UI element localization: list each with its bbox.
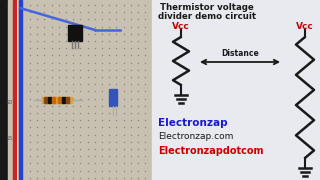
- Text: Vcc: Vcc: [172, 22, 190, 31]
- Text: Electronzap.com: Electronzap.com: [158, 132, 233, 141]
- Text: divider demo circuit: divider demo circuit: [158, 12, 256, 21]
- Bar: [62, 97, 65, 103]
- Bar: [52, 97, 55, 103]
- Bar: [152, 0, 320, 180]
- Text: 25: 25: [7, 136, 13, 141]
- Bar: [8, 0, 152, 180]
- Bar: [13, 0, 16, 180]
- FancyBboxPatch shape: [109, 89, 117, 107]
- Bar: [58, 97, 61, 103]
- Bar: [44, 97, 47, 103]
- Text: Electronzap: Electronzap: [158, 118, 228, 128]
- Bar: [19, 0, 22, 180]
- Bar: [66, 97, 69, 103]
- Bar: [68, 25, 82, 41]
- Text: Electronzapdotcom: Electronzapdotcom: [158, 146, 263, 156]
- Text: 20: 20: [7, 100, 13, 105]
- Bar: [48, 97, 51, 103]
- Text: Thermistor voltage: Thermistor voltage: [160, 3, 254, 12]
- Text: Vcc: Vcc: [296, 22, 314, 31]
- Bar: [42, 97, 72, 103]
- Bar: [0, 0, 152, 180]
- Text: Distance: Distance: [221, 49, 259, 58]
